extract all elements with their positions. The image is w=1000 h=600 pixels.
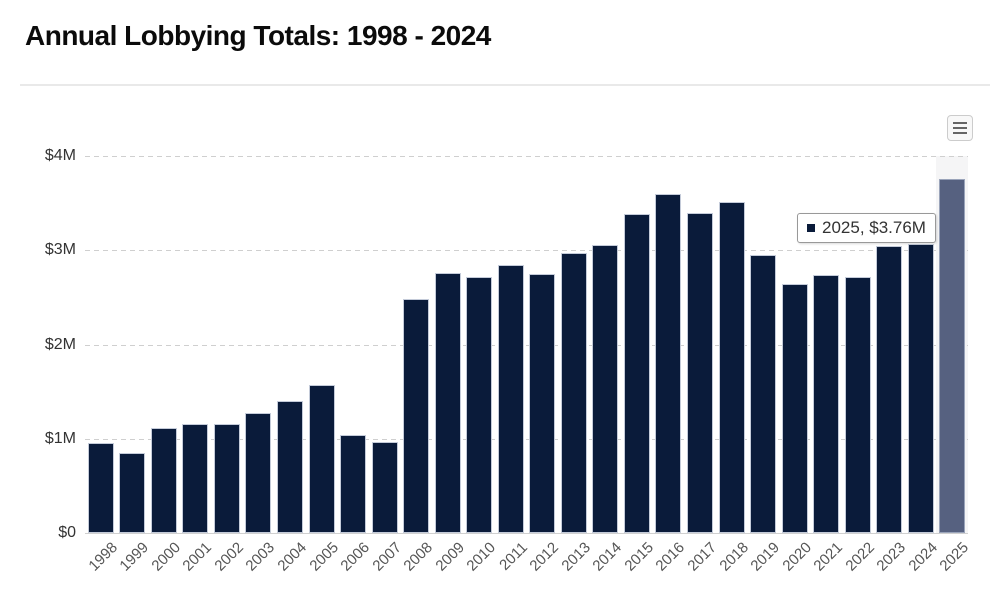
bar-2017[interactable]: [686, 212, 713, 533]
bar-2007[interactable]: [371, 441, 398, 533]
bar-2011[interactable]: [497, 265, 524, 533]
bar-2008[interactable]: [403, 299, 430, 533]
bar-2006[interactable]: [340, 435, 367, 533]
bar-2025[interactable]: [939, 178, 966, 533]
bar-2000[interactable]: [150, 428, 177, 533]
y-gridline: [85, 344, 968, 346]
bar-1998[interactable]: [87, 442, 114, 533]
y-axis-tick-label: $4M: [44, 147, 76, 164]
bar-2005[interactable]: [308, 385, 335, 533]
tooltip-label: 2025, $3.76M: [822, 218, 926, 237]
y-gridline: [85, 250, 968, 252]
hamburger-menu-icon: [953, 122, 967, 134]
bar-2001[interactable]: [182, 423, 209, 533]
bar-2021[interactable]: [813, 274, 840, 533]
chart-export-menu-button[interactable]: [947, 115, 973, 141]
bar-2022[interactable]: [844, 276, 871, 533]
bar-2018[interactable]: [718, 202, 745, 533]
bar-2010[interactable]: [466, 276, 493, 533]
y-axis-tick-label: $0: [58, 524, 76, 541]
bar-2012[interactable]: [529, 273, 556, 533]
bar-2016[interactable]: [655, 193, 682, 533]
bar-2009[interactable]: [434, 272, 461, 533]
bar-2004[interactable]: [277, 401, 303, 533]
tooltip: 2025, $3.76M: [797, 213, 936, 243]
y-axis-tick-label: $3M: [44, 241, 76, 259]
bar-2003[interactable]: [245, 413, 272, 533]
bar-2015[interactable]: [623, 214, 650, 533]
bar-2013[interactable]: [560, 253, 587, 533]
bar-2014[interactable]: [592, 244, 619, 533]
tooltip-series-marker-icon: [807, 224, 815, 232]
y-gridline: [85, 438, 968, 440]
bar-1999[interactable]: [119, 452, 146, 533]
bar-2020[interactable]: [781, 284, 808, 533]
title-divider: [20, 84, 990, 86]
bar-2023[interactable]: [876, 245, 903, 533]
x-axis-line: [85, 533, 968, 534]
bar-2002[interactable]: [213, 423, 240, 533]
page-title: Annual Lobbying Totals: 1998 - 2024: [25, 20, 491, 51]
bar-2024[interactable]: [907, 243, 934, 533]
y-gridline: [85, 156, 968, 157]
y-axis-tick-label: $2M: [44, 335, 76, 353]
bar-2019[interactable]: [750, 255, 776, 533]
y-axis-tick-label: $1M: [44, 429, 76, 447]
